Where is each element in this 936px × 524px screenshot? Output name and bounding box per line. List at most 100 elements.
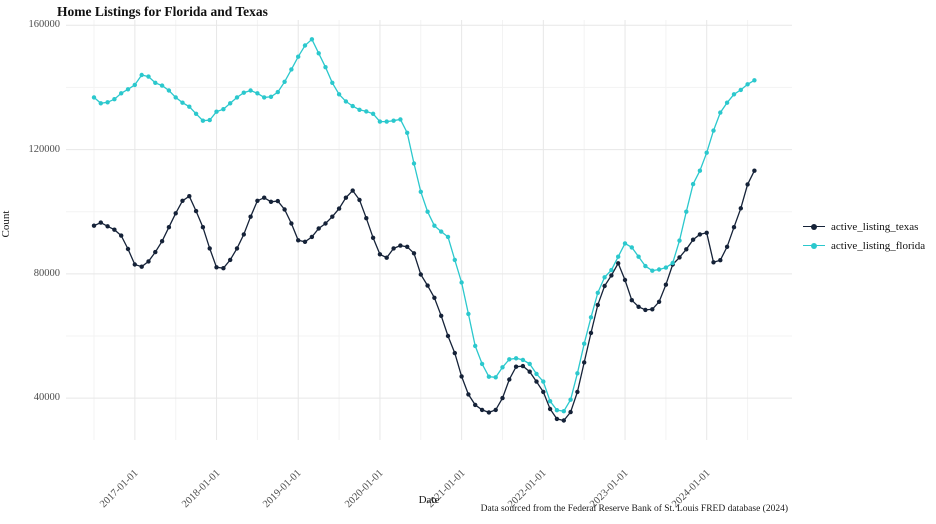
data-point (255, 198, 260, 203)
data-point (459, 280, 464, 285)
data-point (302, 43, 308, 48)
data-point (309, 234, 315, 240)
legend-label-florida: active_listing_florida (831, 239, 926, 252)
data-point (221, 107, 226, 112)
data-point (520, 363, 526, 369)
caption: Data sourced from the Federal Reserve Ba… (480, 504, 788, 514)
data-point (616, 254, 621, 259)
data-point (684, 247, 689, 252)
texas-line-marker-icon (803, 222, 825, 232)
data-point (724, 244, 730, 249)
data-point (643, 263, 648, 269)
data-point (234, 95, 240, 100)
series-line-active_listing_texas (93, 170, 755, 422)
data-point (166, 88, 172, 93)
data-point (302, 239, 308, 244)
data-point (527, 369, 532, 374)
data-point (445, 333, 451, 339)
data-point (268, 94, 274, 100)
data-point (370, 235, 376, 240)
data-point (377, 119, 383, 124)
data-point (711, 260, 716, 265)
data-point (568, 409, 573, 415)
data-point (119, 233, 124, 238)
data-point (690, 237, 696, 242)
data-point (364, 109, 369, 114)
data-point (752, 168, 757, 173)
data-point (466, 392, 471, 397)
y-tick-label: 120000 (28, 143, 61, 155)
data-point (200, 118, 206, 123)
data-point (513, 356, 519, 361)
data-point (513, 364, 519, 369)
x-axis-title: Date (418, 494, 440, 506)
data-point (473, 402, 478, 408)
data-point (704, 230, 709, 235)
data-point (112, 97, 117, 102)
data-point (561, 409, 566, 414)
data-point (500, 395, 505, 401)
data-point (384, 255, 389, 260)
data-point (738, 87, 743, 93)
data-point (432, 223, 437, 228)
data-point (575, 371, 580, 376)
data-point (200, 225, 206, 230)
data-point (248, 214, 253, 219)
data-point (622, 241, 628, 246)
data-point (146, 259, 151, 264)
data-point (139, 264, 144, 269)
data-point (105, 100, 110, 105)
series-line-active_listing_florida (93, 38, 755, 412)
data-point (541, 389, 546, 395)
data-point (289, 221, 294, 226)
data-point (398, 117, 403, 122)
legend-item-florida: active_listing_florida (803, 236, 925, 255)
data-point (650, 307, 655, 312)
data-point (159, 239, 165, 244)
data-point (486, 374, 492, 379)
data-point (377, 252, 383, 257)
data-point (132, 262, 137, 267)
data-point (241, 90, 246, 95)
data-point (146, 74, 151, 79)
data-point (609, 273, 614, 278)
data-point (425, 209, 430, 214)
data-point (296, 238, 301, 243)
y-tick-label: 160000 (28, 19, 61, 31)
data-point (493, 375, 498, 380)
data-point (425, 283, 430, 288)
data-point (616, 261, 621, 266)
data-point (370, 111, 376, 117)
data-point (357, 197, 362, 203)
data-point (193, 208, 199, 214)
legend-item-texas: active_listing_texas (803, 217, 925, 236)
data-point (214, 109, 219, 114)
data-point (466, 311, 471, 317)
data-point (316, 226, 321, 231)
data-point (187, 104, 192, 109)
data-point (398, 243, 403, 248)
data-point (697, 168, 703, 173)
data-point (350, 103, 355, 109)
y-tick-label: 40000 (33, 392, 60, 404)
data-point (445, 234, 451, 240)
data-point (221, 266, 226, 271)
data-point (711, 128, 716, 133)
data-point (602, 275, 607, 280)
data-point (724, 100, 730, 105)
data-point (629, 298, 634, 303)
data-point (663, 282, 669, 287)
legend: active_listing_texas active_listing_flor… (803, 217, 925, 255)
data-point (173, 95, 178, 100)
data-point (554, 408, 560, 413)
data-point (575, 389, 580, 395)
data-point (704, 150, 709, 155)
data-point (690, 181, 696, 187)
data-point (296, 54, 301, 59)
data-point (262, 95, 267, 100)
data-point (561, 418, 566, 423)
data-point (343, 99, 349, 104)
data-point (275, 89, 280, 95)
data-point (336, 206, 342, 211)
